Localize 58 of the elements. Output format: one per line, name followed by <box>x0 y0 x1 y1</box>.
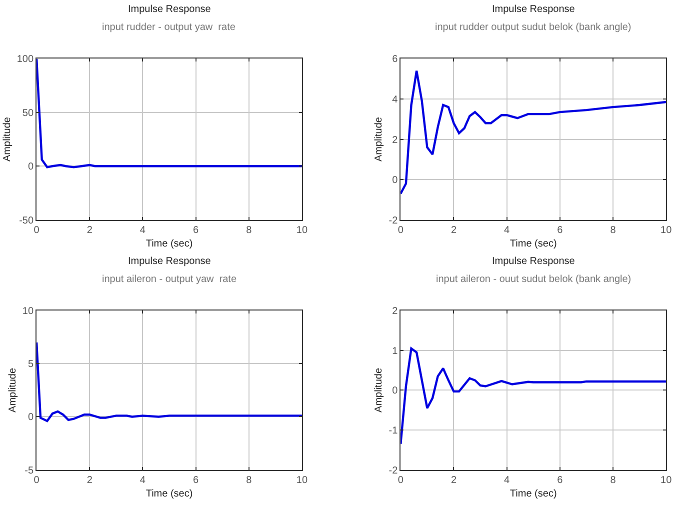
chart-title: Impulse Response <box>128 4 212 15</box>
x-tick-label: 2 <box>450 474 457 486</box>
chart-subtitle: input rudder output sudut belok (bank angle) <box>435 22 632 33</box>
x-axis-title: Time (sec) <box>510 488 557 500</box>
chart-subtitle: input rudder - output yaw rate <box>102 22 236 33</box>
y-tick-label: 1 <box>392 346 398 357</box>
x-tick-label: 6 <box>557 474 564 486</box>
x-tick-label: 10 <box>296 474 308 486</box>
y-tick-label: 0 <box>392 175 398 186</box>
chart-title: Impulse Response <box>492 4 576 15</box>
y-tick-label: 10 <box>22 306 34 318</box>
x-tick-label: 4 <box>140 224 146 236</box>
y-tick-label: 2 <box>392 306 398 318</box>
x-tick-label: 8 <box>610 474 616 486</box>
y-tick-label: -5 <box>24 465 34 476</box>
x-tick-label: 2 <box>86 474 93 486</box>
x-tick-label: 2 <box>86 224 93 236</box>
x-tick-label: 10 <box>296 224 308 236</box>
chart-subtitle: input aileron - output yaw rate <box>102 274 237 285</box>
x-tick-label: 4 <box>504 474 510 486</box>
y-axis-title: Amplitude <box>374 368 385 412</box>
x-tick-label: 6 <box>193 474 200 486</box>
x-tick-label: 10 <box>660 224 672 236</box>
x-axis-title: Time (sec) <box>146 488 193 500</box>
x-tick-label: 8 <box>246 224 252 236</box>
x-tick-label: 8 <box>610 224 616 236</box>
y-tick-label: -2 <box>388 215 398 226</box>
y-tick-label: 5 <box>28 359 34 370</box>
line-series <box>36 341 302 422</box>
chart-title: Impulse Response <box>128 256 212 267</box>
x-tick-label: 6 <box>557 224 564 236</box>
y-tick-label: 2 <box>392 134 398 146</box>
x-tick-label: 10 <box>660 474 672 486</box>
x-tick-label: 4 <box>504 224 510 236</box>
y-tick-label: -2 <box>388 465 398 476</box>
y-tick-label: 6 <box>392 54 398 66</box>
chart-title: Impulse Response <box>492 256 576 267</box>
y-tick-label: 0 <box>28 412 34 424</box>
x-tick-label: 6 <box>193 224 200 236</box>
line-series <box>400 70 666 195</box>
line-series <box>400 347 666 446</box>
chart-subtitle: input aileron - ouut sudut belok (bank angle) <box>436 274 632 285</box>
y-tick-label: -50 <box>19 215 34 226</box>
x-tick-label: 8 <box>246 474 252 486</box>
y-axis-title: Amplitude <box>374 116 385 162</box>
x-tick-label: 2 <box>450 224 457 236</box>
line-series <box>36 58 302 168</box>
x-axis-title: Time (sec) <box>146 238 193 250</box>
y-axis-title: Amplitude <box>2 116 13 162</box>
y-tick-label: 0 <box>392 386 398 397</box>
x-axis-title: Time (sec) <box>510 238 557 250</box>
y-tick-label: -1 <box>388 426 398 437</box>
y-tick-label: 4 <box>392 94 398 106</box>
x-tick-label: 4 <box>140 474 146 486</box>
y-axis-title: Amplitude <box>7 368 18 412</box>
y-tick-label: 100 <box>16 54 34 66</box>
y-tick-label: 0 <box>28 162 34 173</box>
y-tick-label: 50 <box>22 108 34 119</box>
